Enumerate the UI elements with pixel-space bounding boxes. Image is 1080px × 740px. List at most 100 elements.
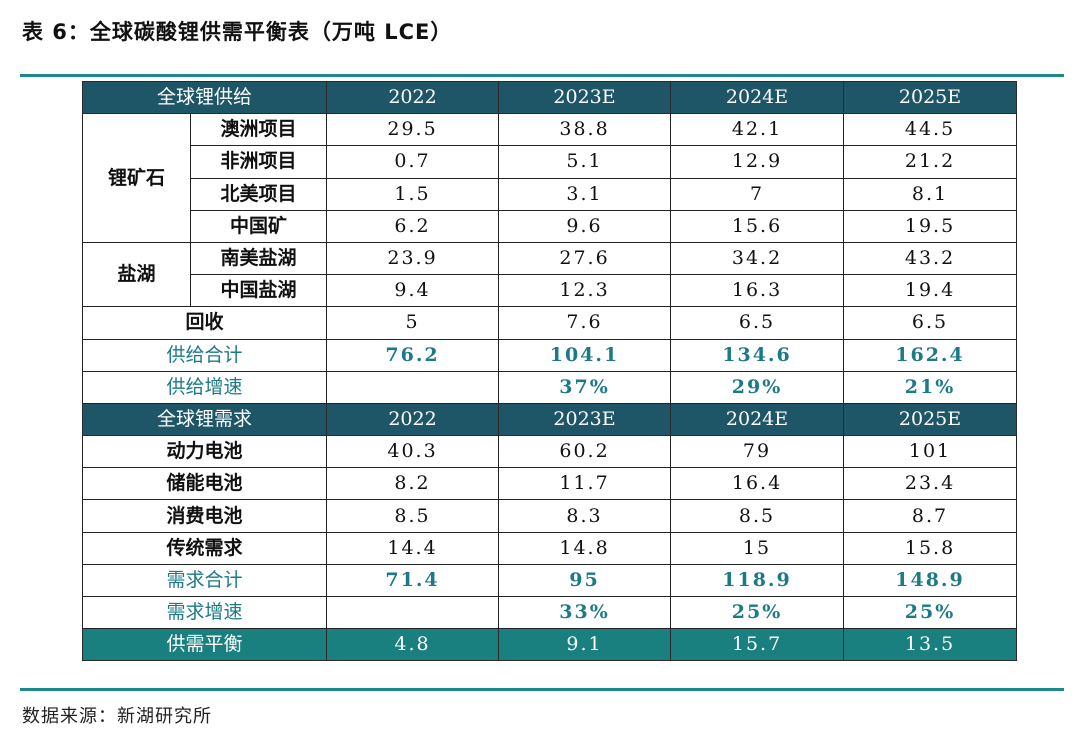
cell-value: 23.4 xyxy=(843,467,1018,501)
cell-value: 15 xyxy=(670,531,845,565)
cell-value: 118.9 xyxy=(670,563,845,598)
cell-value: 15.7 xyxy=(670,628,845,662)
demand-growth-row: 需求增速 33% 25% 25% xyxy=(81,595,1018,630)
cell-value: 7.6 xyxy=(498,306,672,340)
row-label: 消费电池 xyxy=(81,499,328,533)
row-label: 中国盐湖 xyxy=(189,274,328,308)
cell-value: 0.7 xyxy=(326,145,500,179)
row-label: 供给增速 xyxy=(81,370,328,404)
cell-value: 104.1 xyxy=(498,338,672,372)
cell-value: 15.8 xyxy=(843,531,1018,565)
table-row: 中国矿 6.2 9.6 15.6 19.5 xyxy=(83,209,1018,243)
cell-value: 9.6 xyxy=(498,209,672,243)
supply-header-label: 全球锂供给 xyxy=(81,80,328,115)
table-row: 中国盐湖 9.4 12.3 16.3 19.4 xyxy=(83,274,1018,308)
source-note: 数据来源：新湖研究所 xyxy=(22,706,212,727)
cell-value: 9.4 xyxy=(326,274,500,308)
row-label: 回收 xyxy=(81,306,328,340)
cell-value: 8.3 xyxy=(498,499,672,533)
cell-value: 8.5 xyxy=(326,499,500,533)
demand-total-row: 需求合计 71.4 95 118.9 148.9 xyxy=(81,563,1018,598)
row-label: 储能电池 xyxy=(81,467,328,501)
cell-value: 19.4 xyxy=(843,274,1018,308)
cell-value: 76.2 xyxy=(326,338,500,372)
cell-value: 162.4 xyxy=(843,338,1018,372)
row-label: 北美项目 xyxy=(189,177,328,211)
supply-demand-table: 全球锂供给 2022 2023E 2024E 2025E 锂矿石 澳洲项目 29… xyxy=(81,80,1018,662)
cell-value: 1.5 xyxy=(326,177,500,211)
cell-value: 42.1 xyxy=(670,113,845,147)
cell-value: 11.7 xyxy=(498,467,672,501)
cell-value: 40.3 xyxy=(326,435,500,469)
supply-growth-row: 供给增速 37% 29% 21% xyxy=(81,370,1018,404)
table-row: 盐湖 南美盐湖 23.9 27.6 34.2 43.2 xyxy=(82,241,1018,308)
row-label: 澳洲项目 xyxy=(189,113,328,147)
year-header: 2022 xyxy=(326,402,500,437)
cell-value: 14.8 xyxy=(498,531,672,565)
cell-value: 6.2 xyxy=(326,209,500,243)
cell-value: 95 xyxy=(498,563,672,598)
group-label-brine: 盐湖 xyxy=(82,241,191,308)
cell-value: 101 xyxy=(843,435,1018,469)
cell-value: 38.8 xyxy=(498,113,672,147)
cell-value: 7 xyxy=(670,177,845,211)
row-label: 中国矿 xyxy=(189,209,328,243)
year-header: 2024E xyxy=(670,402,845,437)
cell-value: 5 xyxy=(326,306,500,340)
cell-value: 37% xyxy=(498,370,672,404)
cell-value: 15.6 xyxy=(670,209,845,243)
row-label: 非洲项目 xyxy=(189,145,328,179)
cell-value: 43.2 xyxy=(843,241,1018,276)
row-label: 供需平衡 xyxy=(81,628,328,662)
cell-value: 16.3 xyxy=(670,274,845,308)
year-header: 2025E xyxy=(843,80,1018,115)
cell-value xyxy=(326,595,500,630)
cell-value: 8.2 xyxy=(326,467,500,501)
table-row: 回收 5 7.6 6.5 6.5 xyxy=(81,306,1018,340)
row-label: 需求合计 xyxy=(81,563,328,598)
cell-value: 25% xyxy=(670,595,845,630)
row-label: 供给合计 xyxy=(81,338,328,372)
cell-value: 25% xyxy=(843,595,1018,630)
table-row: 非洲项目 0.7 5.1 12.9 21.2 xyxy=(83,145,1018,179)
row-label: 需求增速 xyxy=(81,595,328,630)
cell-value: 12.3 xyxy=(498,274,672,308)
row-label: 南美盐湖 xyxy=(189,241,328,276)
cell-value: 134.6 xyxy=(670,338,845,372)
bottom-divider xyxy=(20,688,1064,691)
demand-header-label: 全球锂需求 xyxy=(81,402,328,437)
cell-value: 8.5 xyxy=(670,499,845,533)
year-header: 2022 xyxy=(326,80,500,115)
supply-total-row: 供给合计 76.2 104.1 134.6 162.4 xyxy=(81,338,1018,372)
cell-value: 21.2 xyxy=(843,145,1018,179)
cell-value: 5.1 xyxy=(498,145,672,179)
cell-value: 33% xyxy=(498,595,672,630)
demand-header-row: 全球锂需求 2022 2023E 2024E 2025E xyxy=(81,402,1018,437)
cell-value: 71.4 xyxy=(326,563,500,598)
row-label: 动力电池 xyxy=(81,435,328,469)
table-title: 表 6：全球碳酸锂供需平衡表（万吨 LCE） xyxy=(22,20,453,44)
cell-value: 6.5 xyxy=(670,306,845,340)
cell-value: 8.7 xyxy=(843,499,1018,533)
cell-value: 19.5 xyxy=(843,209,1018,243)
year-header: 2024E xyxy=(670,80,845,115)
cell-value: 9.1 xyxy=(498,628,672,662)
cell-value: 29.5 xyxy=(326,113,500,147)
cell-value xyxy=(326,370,500,404)
cell-value: 4.8 xyxy=(326,628,500,662)
top-divider xyxy=(20,74,1064,77)
table-row: 消费电池 8.5 8.3 8.5 8.7 xyxy=(81,499,1018,533)
cell-value: 60.2 xyxy=(498,435,672,469)
table-row: 北美项目 1.5 3.1 7 8.1 xyxy=(83,177,1018,211)
cell-value: 3.1 xyxy=(498,177,672,211)
table-row: 动力电池 40.3 60.2 79 101 xyxy=(81,435,1018,469)
cell-value: 16.4 xyxy=(670,467,845,501)
supply-header-row: 全球锂供给 2022 2023E 2024E 2025E xyxy=(81,80,1018,115)
cell-value: 14.4 xyxy=(326,531,500,565)
cell-value: 21% xyxy=(843,370,1018,404)
cell-value: 34.2 xyxy=(670,241,845,276)
row-label: 传统需求 xyxy=(81,531,328,565)
year-header: 2023E xyxy=(498,80,672,115)
cell-value: 29% xyxy=(670,370,845,404)
table-row: 储能电池 8.2 11.7 16.4 23.4 xyxy=(81,467,1018,501)
